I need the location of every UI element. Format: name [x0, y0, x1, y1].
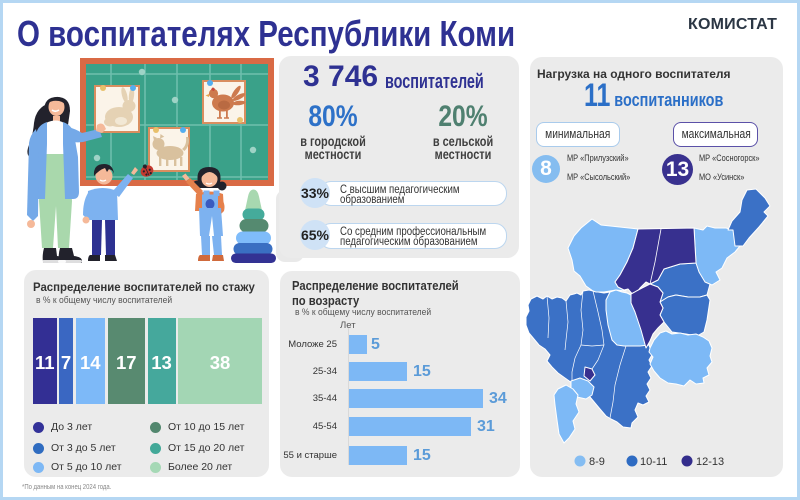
svg-text:8-9: 8-9: [589, 456, 605, 468]
svg-text:12-13: 12-13: [696, 456, 724, 468]
svg-text:10-11: 10-11: [640, 456, 667, 468]
